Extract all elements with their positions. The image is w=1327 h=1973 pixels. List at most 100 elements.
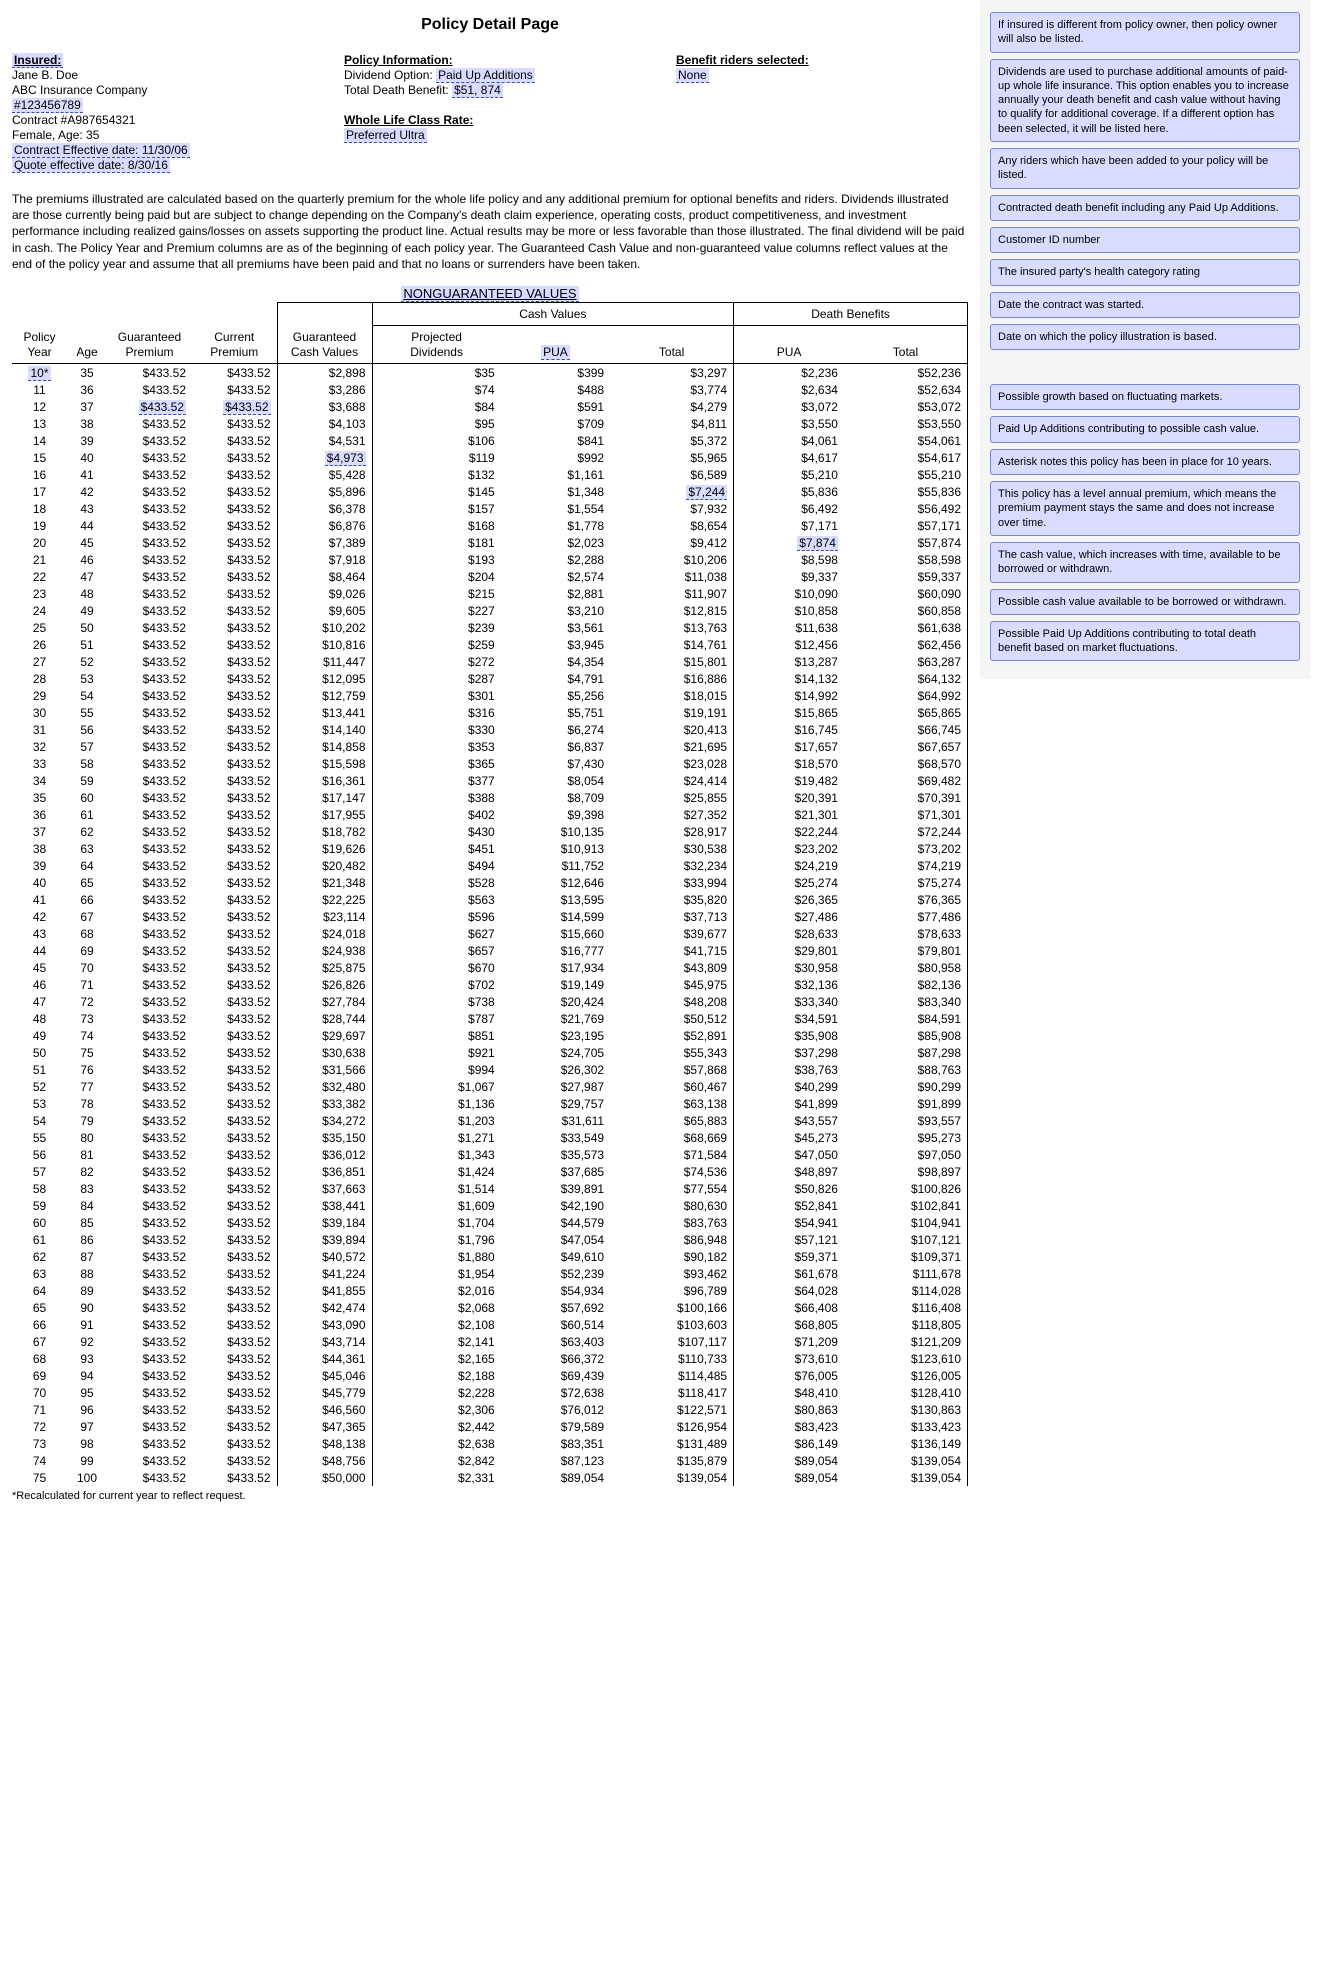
table-row: 2045$433.52$433.52$7,389$181$2,023$9,412… — [12, 534, 968, 551]
table-row: 4065$433.52$433.52$21,348$528$12,646$33,… — [12, 874, 968, 891]
table-row: 5378$433.52$433.52$33,382$1,136$29,757$6… — [12, 1095, 968, 1112]
explainer-text: The premiums illustrated are calculated … — [12, 191, 968, 272]
dividend-option-value: Paid Up Additions — [436, 68, 535, 83]
callout: If insured is different from policy owne… — [990, 12, 1300, 53]
table-row: 7196$433.52$433.52$46,560$2,306$76,012$1… — [12, 1401, 968, 1418]
table-row: 4671$433.52$433.52$26,826$702$19,149$45,… — [12, 976, 968, 993]
callout: Dividends are used to purchase additiona… — [990, 59, 1300, 142]
table-row: 6085$433.52$433.52$39,184$1,704$44,579$8… — [12, 1214, 968, 1231]
quote-effective-line: Quote effective date: 8/30/16 — [12, 158, 170, 173]
table-row: 5479$433.52$433.52$34,272$1,203$31,611$6… — [12, 1112, 968, 1129]
table-row: 3560$433.52$433.52$17,147$388$8,709$25,8… — [12, 789, 968, 806]
table-row: 1843$433.52$433.52$6,378$157$1,554$7,932… — [12, 500, 968, 517]
table-row: 5176$433.52$433.52$31,566$994$26,302$57,… — [12, 1061, 968, 1078]
table-row: 1742$433.52$433.52$5,896$145$1,348$7,244… — [12, 483, 968, 500]
main-content: Policy Detail Page Insured: Jane B. Doe … — [0, 0, 980, 1510]
col-guaranteed-premium: GuaranteedPremium — [107, 302, 192, 363]
policy-table: PolicyYear Age GuaranteedPremium Current… — [12, 302, 968, 1486]
table-row: 6792$433.52$433.52$43,714$2,141$63,403$1… — [12, 1333, 968, 1350]
table-row: 3055$433.52$433.52$13,441$316$5,751$19,1… — [12, 704, 968, 721]
table-row: 3964$433.52$433.52$20,482$494$11,752$32,… — [12, 857, 968, 874]
table-row: 2247$433.52$433.52$8,464$204$2,574$11,03… — [12, 568, 968, 585]
col-age: Age — [67, 302, 107, 363]
table-row: 2449$433.52$433.52$9,605$227$3,210$12,81… — [12, 602, 968, 619]
callout: Possible Paid Up Additions contributing … — [990, 621, 1300, 662]
table-row: 4469$433.52$433.52$24,938$657$16,777$41,… — [12, 942, 968, 959]
callout: Asterisk notes this policy has been in p… — [990, 449, 1300, 475]
table-row: 4368$433.52$433.52$24,018$627$15,660$39,… — [12, 925, 968, 942]
col-group-cash-values: Cash Values — [372, 302, 734, 325]
insured-name: Jane B. Doe — [12, 68, 304, 82]
table-row: 6691$433.52$433.52$43,090$2,108$60,514$1… — [12, 1316, 968, 1333]
table-row: 2954$433.52$433.52$12,759$301$5,256$18,0… — [12, 687, 968, 704]
page-title: Policy Detail Page — [12, 16, 968, 34]
table-row: 75100$433.52$433.52$50,000$2,331$89,054$… — [12, 1469, 968, 1486]
table-row: 7499$433.52$433.52$48,756$2,842$87,123$1… — [12, 1452, 968, 1469]
callout: Date on which the policy illustration is… — [990, 324, 1300, 350]
table-row: 4974$433.52$433.52$29,697$851$23,195$52,… — [12, 1027, 968, 1044]
table-row: 2348$433.52$433.52$9,026$215$2,881$11,90… — [12, 585, 968, 602]
table-row: 6994$433.52$433.52$45,046$2,188$69,439$1… — [12, 1367, 968, 1384]
table-row: 1944$433.52$433.52$6,876$168$1,778$8,654… — [12, 517, 968, 534]
class-rate-value: Preferred Ultra — [344, 128, 427, 143]
table-row: 3358$433.52$433.52$15,598$365$7,430$23,0… — [12, 755, 968, 772]
col-db-pua: PUA — [734, 326, 844, 364]
table-row: 7095$433.52$433.52$45,779$2,228$72,638$1… — [12, 1384, 968, 1401]
table-row: 4873$433.52$433.52$28,744$787$21,769$50,… — [12, 1010, 968, 1027]
table-row: 6186$433.52$433.52$39,894$1,796$47,054$8… — [12, 1231, 968, 1248]
table-row: 4570$433.52$433.52$25,875$670$17,934$43,… — [12, 959, 968, 976]
callout: This policy has a level annual premium, … — [990, 481, 1300, 536]
table-row: 1136$433.52$433.52$3,286$74$488$3,774$2,… — [12, 381, 968, 398]
table-row: 5782$433.52$433.52$36,851$1,424$37,685$7… — [12, 1163, 968, 1180]
insured-label: Insured: — [12, 53, 63, 68]
col-db-total: Total — [844, 326, 968, 364]
col-group-death-benefits: Death Benefits — [734, 302, 968, 325]
table-row: 6489$433.52$433.52$41,855$2,016$54,934$9… — [12, 1282, 968, 1299]
insured-sex-age: Female, Age: 35 — [12, 128, 304, 142]
col-policy-year: PolicyYear — [12, 302, 67, 363]
table-row: 3863$433.52$433.52$19,626$451$10,913$30,… — [12, 840, 968, 857]
table-row: 7398$433.52$433.52$48,138$2,638$83,351$1… — [12, 1435, 968, 1452]
table-row: 1439$433.52$433.52$4,531$106$841$5,372$4… — [12, 432, 968, 449]
riders-value: None — [676, 68, 709, 83]
table-row: 1237$433.52$433.52$3,688$84$591$4,279$3,… — [12, 398, 968, 415]
insurer-name: ABC Insurance Company — [12, 83, 304, 97]
table-row: 6287$433.52$433.52$40,572$1,880$49,610$9… — [12, 1248, 968, 1265]
table-row: 6388$433.52$433.52$41,224$1,954$52,239$9… — [12, 1265, 968, 1282]
riders-label: Benefit riders selected: — [676, 53, 968, 67]
callout: Contracted death benefit including any P… — [990, 195, 1300, 221]
table-row: 3661$433.52$433.52$17,955$402$9,398$27,3… — [12, 806, 968, 823]
table-row: 5984$433.52$433.52$38,441$1,609$42,190$8… — [12, 1197, 968, 1214]
table-row: 10*35$433.52$433.52$2,898$35$399$3,297$2… — [12, 364, 968, 382]
dividend-option-label: Dividend Option: — [344, 68, 436, 82]
callout: Paid Up Additions contributing to possib… — [990, 416, 1300, 442]
callout: Possible cash value available to be borr… — [990, 589, 1300, 615]
contract-number: Contract #A987654321 — [12, 113, 304, 127]
class-rate-label: Whole Life Class Rate: — [344, 113, 636, 127]
nonguaranteed-banner: NONGUARANTEED VALUES — [12, 286, 968, 302]
table-row: 1338$433.52$433.52$4,103$95$709$4,811$3,… — [12, 415, 968, 432]
table-row: 6590$433.52$433.52$42,474$2,068$57,692$1… — [12, 1299, 968, 1316]
table-row: 1540$433.52$433.52$4,973$119$992$5,965$4… — [12, 449, 968, 466]
table-row: 3459$433.52$433.52$16,361$377$8,054$24,4… — [12, 772, 968, 789]
table-row: 4772$433.52$433.52$27,784$738$20,424$48,… — [12, 993, 968, 1010]
table-row: 1641$433.52$433.52$5,428$132$1,161$6,589… — [12, 466, 968, 483]
table-row: 2853$433.52$433.52$12,095$287$4,791$16,8… — [12, 670, 968, 687]
table-row: 5075$433.52$433.52$30,638$921$24,705$55,… — [12, 1044, 968, 1061]
col-guaranteed-cv: GuaranteedCash Values — [277, 302, 372, 363]
header-block: Insured: Jane B. Doe ABC Insurance Compa… — [12, 52, 968, 173]
table-row: 2651$433.52$433.52$10,816$259$3,945$14,7… — [12, 636, 968, 653]
table-row: 6893$433.52$433.52$44,361$2,165$66,372$1… — [12, 1350, 968, 1367]
table-row: 3257$433.52$433.52$14,858$353$6,837$21,6… — [12, 738, 968, 755]
table-row: 2752$433.52$433.52$11,447$272$4,354$15,8… — [12, 653, 968, 670]
contract-effective-line: Contract Effective date: 11/30/06 — [12, 143, 190, 158]
table-row: 5681$433.52$433.52$36,012$1,343$35,573$7… — [12, 1146, 968, 1163]
table-row: 2146$433.52$433.52$7,918$193$2,288$10,20… — [12, 551, 968, 568]
callout: Possible growth based on fluctuating mar… — [990, 384, 1300, 410]
table-row: 4267$433.52$433.52$23,114$596$14,599$37,… — [12, 908, 968, 925]
col-cv-total: Total — [610, 326, 734, 364]
col-cv-pua: PUA — [501, 326, 610, 364]
table-row: 3156$433.52$433.52$14,140$330$6,274$20,4… — [12, 721, 968, 738]
policy-id: #123456789 — [12, 98, 83, 113]
callout-sidebar: If insured is different from policy owne… — [980, 0, 1310, 679]
